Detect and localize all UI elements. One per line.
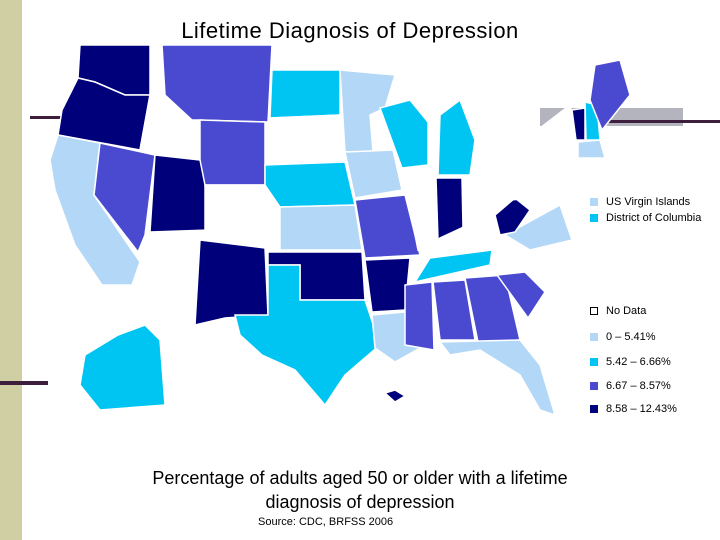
state-WI [379, 99, 429, 169]
slide-title: Lifetime Diagnosis of Depression [181, 18, 519, 43]
state-KY [417, 221, 507, 256]
slide-frame-bar [0, 0, 22, 540]
legend-swatch [590, 214, 598, 222]
state-AL [432, 279, 476, 341]
state-SD [267, 114, 346, 166]
caption-line-2: diagnosis of depression [265, 492, 455, 512]
state-AK [79, 324, 166, 411]
legend-item-class-4: 8.58 – 12.43% [590, 403, 677, 415]
legend-label: District of Columbia [606, 212, 702, 224]
state-MI [437, 98, 476, 176]
state-NY [508, 103, 579, 176]
legend-item-class-3: 6.67 – 8.57% [590, 380, 671, 392]
legend-label: 8.58 – 12.43% [606, 403, 677, 415]
state-NV [93, 142, 156, 254]
state-IA [344, 149, 403, 199]
source-note: Source: CDC, BRFSS 2006 [258, 516, 394, 528]
state-TN [413, 249, 493, 284]
legend-swatch [590, 382, 598, 390]
state-MS [404, 281, 435, 351]
legend-swatch [590, 405, 598, 413]
legend-item-virgin-islands: US Virgin Islands [590, 196, 690, 208]
state-VA [503, 203, 573, 251]
legend-label: US Virgin Islands [606, 196, 691, 208]
state-WY [199, 119, 266, 186]
decorative-rule [600, 120, 720, 123]
legend-item-dc: District of Columbia [590, 212, 701, 224]
legend-label: No Data [606, 305, 647, 317]
state-ME [589, 59, 631, 132]
state-AR [364, 257, 411, 313]
state-WV [494, 197, 532, 236]
legend-item-class-1: 0 – 5.41% [590, 331, 656, 343]
map-caption: Percentage of adults aged 50 or older wi… [100, 466, 620, 514]
state-UT [149, 154, 211, 233]
legend-label: 6.67 – 8.57% [606, 380, 671, 392]
state-FL [438, 339, 557, 417]
state-NE [264, 161, 356, 208]
legend-swatch [590, 307, 598, 315]
state-CO [204, 184, 281, 251]
decorative-rule [0, 381, 48, 385]
state-IL [401, 167, 437, 252]
legend-item-no-data: No Data [590, 305, 646, 317]
state-VT [571, 107, 586, 141]
state-HI [383, 389, 407, 403]
legend-swatch [590, 358, 598, 366]
legend-label: 5.42 – 6.66% [606, 356, 671, 368]
legend-swatch [590, 333, 598, 341]
state-MA [577, 139, 606, 159]
state-TX [234, 264, 381, 407]
state-SC [495, 271, 546, 320]
legend-swatch [590, 198, 598, 206]
state-NC [489, 249, 576, 291]
state-KS [279, 204, 363, 251]
legend-label: 0 – 5.41% [606, 331, 656, 343]
state-ND [269, 69, 341, 119]
legend-item-class-2: 5.42 – 6.66% [590, 356, 671, 368]
state-NM [194, 239, 269, 326]
caption-line-1: Percentage of adults aged 50 or older wi… [152, 468, 568, 488]
